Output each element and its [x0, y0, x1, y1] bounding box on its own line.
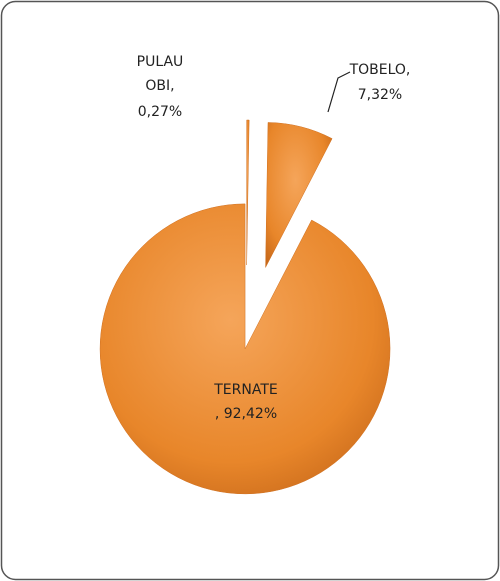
slice-label: TERNATE — [213, 382, 278, 398]
slice-label: TOBELO, — [349, 62, 411, 78]
leader-line — [327, 71, 351, 113]
pie-slice — [246, 119, 250, 266]
slice-label-line: OBI, — [145, 78, 174, 94]
slice-value-label: , 92,42% — [215, 406, 277, 422]
pie-slice — [265, 122, 333, 268]
slice-value-label: 0,27% — [138, 104, 182, 120]
pie-slice — [99, 203, 391, 495]
slice-label-line: PULAU — [137, 54, 184, 70]
slice-value-label: 7,32% — [358, 87, 402, 103]
slice-label: PULAU OBI, — [137, 54, 184, 94]
